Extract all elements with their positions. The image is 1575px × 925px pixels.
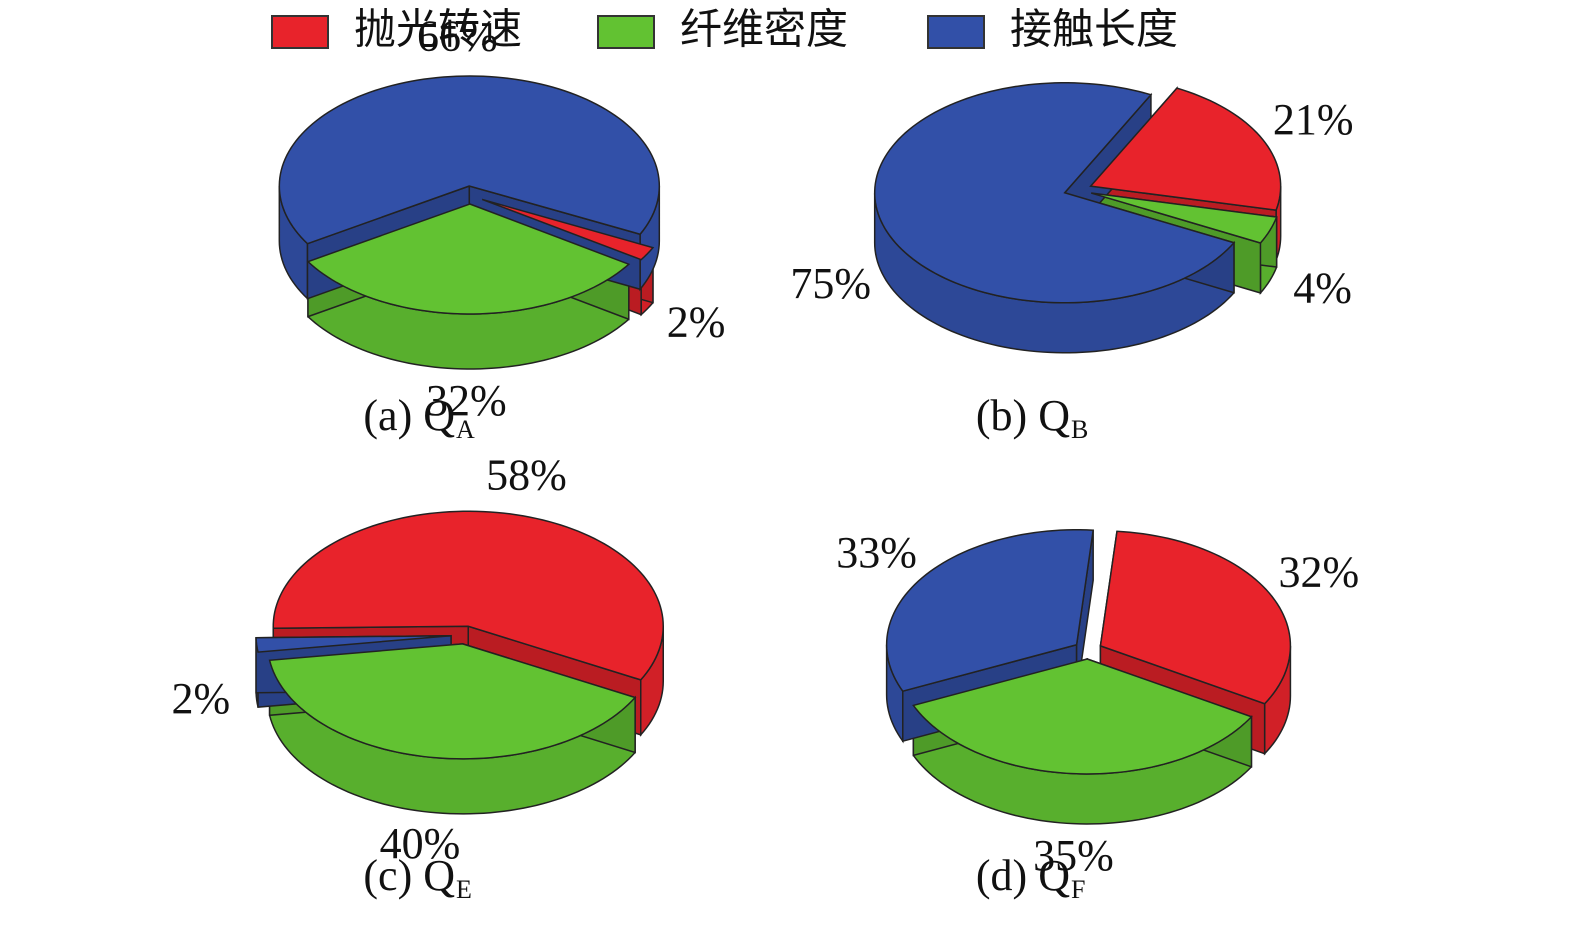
data-label: 2% (172, 674, 231, 723)
pie-slice (306, 203, 631, 315)
chart-title: (b) Q (976, 391, 1070, 440)
data-label: 32% (1279, 547, 1360, 596)
pie-slice (912, 658, 1253, 775)
data-label: 58% (486, 450, 567, 499)
data-label: 66% (417, 11, 498, 60)
chart-title-subscript: E (456, 875, 472, 904)
pie-slice (1089, 87, 1282, 211)
pie-slice (268, 643, 637, 760)
legend-label: 接触长度 (1010, 5, 1178, 54)
pie-slice (885, 529, 1095, 693)
legend-swatch (271, 15, 329, 49)
chart-title-subscript: F (1071, 875, 1085, 904)
data-label: 75% (790, 259, 871, 308)
data-label: 21% (1273, 95, 1354, 144)
pie-slice (1099, 530, 1292, 705)
data-label: 35% (1033, 831, 1114, 880)
data-label: 2% (667, 298, 726, 347)
data-label: 40% (380, 819, 461, 868)
chart-title: (d) Q (976, 851, 1070, 900)
pie-slice (255, 634, 452, 653)
pie-slice (873, 82, 1236, 304)
pie-slice (481, 198, 655, 261)
pie-slice (278, 75, 661, 245)
legend-label: 抛光转速 (354, 5, 522, 54)
pie-slice (272, 510, 664, 681)
chart-title: (c) Q (363, 851, 455, 900)
legend-swatch (927, 15, 985, 49)
legend-swatch (597, 15, 655, 49)
data-label: 4% (1293, 264, 1352, 313)
chart-title-subscript: B (1071, 415, 1088, 444)
data-label: 32% (426, 376, 507, 425)
chart-title-subscript: A (456, 415, 475, 444)
data-label: 33% (836, 528, 917, 577)
pie-slice (1090, 192, 1278, 244)
legend-label: 纤维密度 (680, 5, 848, 54)
chart-title: (a) Q (363, 391, 455, 440)
